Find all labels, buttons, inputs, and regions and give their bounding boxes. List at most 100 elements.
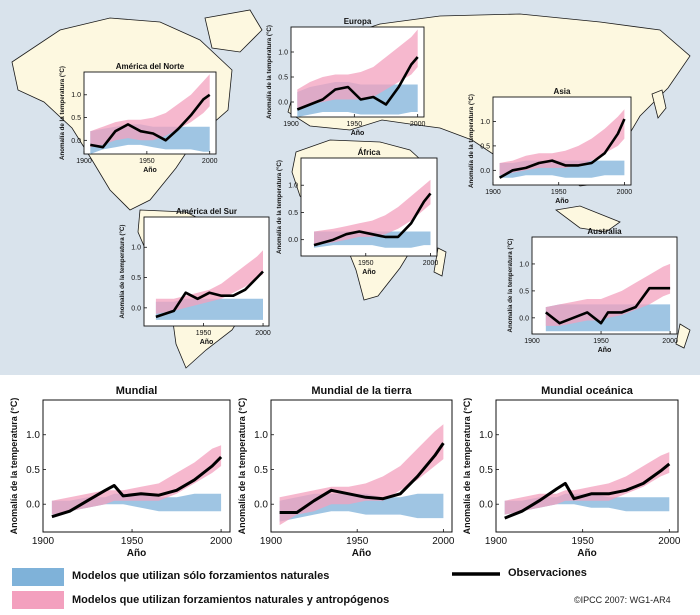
y-tick-label: 0.0: [479, 500, 493, 511]
x-tick-label: 2000: [432, 536, 455, 547]
y-tick-label: 1.0: [131, 245, 141, 252]
observations-line-mundial-oceanica: [504, 462, 671, 520]
chart-title: Mundial de la tierra: [311, 385, 412, 397]
x-axis-label: Año: [352, 548, 371, 559]
y-tick-label: 0.5: [480, 143, 490, 150]
x-tick-label: 1950: [196, 330, 212, 337]
x-axis-label: Año: [143, 167, 157, 174]
band-anthro-mundial-de-la-tierra: [279, 424, 444, 526]
observations-line-america-del-sur: [155, 270, 264, 319]
chart-mundial: 1900 1950 2000 0.0 0.5 1.0 Año Anomalía de la t…: [9, 385, 233, 559]
chart-title: Mundial oceánica: [541, 385, 634, 397]
y-tick-label: 1.0: [480, 119, 490, 126]
legend-label-anthro: Modelos que utilizan forzamientos natura…: [72, 594, 390, 606]
y-axis-label: Anomalía de la temperatura (°C): [468, 94, 475, 188]
y-axis-label: Anomalía de la temperatura (°C): [9, 398, 19, 535]
y-tick-label: 0.0: [71, 138, 81, 145]
ipcc-credit: ©IPCC 2007: WG1-AR4: [574, 595, 671, 605]
y-tick-label: 0.5: [26, 465, 40, 476]
x-axis-label: Año: [577, 548, 596, 559]
x-axis-label: Año: [200, 339, 214, 346]
y-tick-label: 0.5: [131, 275, 141, 282]
y-tick-label: 0.0: [131, 305, 141, 312]
band-anthro-mundial-oceanica: [504, 452, 670, 515]
observations-line-asia: [498, 118, 626, 179]
x-axis-label: Año: [555, 198, 569, 205]
x-tick-label: 1950: [121, 536, 144, 547]
observations-line-mundial-de-la-tierra: [279, 442, 445, 514]
observations-line-africa: [313, 192, 432, 247]
observations-line-australia: [544, 286, 671, 325]
map-greenland: [204, 9, 263, 53]
x-tick-label: 1950: [551, 189, 567, 196]
chart-america-del-norte: 1900 1950 2000 0.0 0.5 1.0 Año Anomalía de la t…: [59, 62, 218, 174]
x-tick-label: 1900: [260, 536, 283, 547]
y-tick-label: 0.0: [26, 500, 40, 511]
x-tick-label: 2000: [255, 330, 271, 337]
observations-line-europa: [296, 56, 419, 111]
chart-title: América del Norte: [116, 62, 185, 71]
x-tick-label: 2000: [662, 338, 678, 345]
y-tick-label: 0.0: [254, 500, 268, 511]
chart-mundial-oceanica: 1900 1950 2000 0.0 0.5 1.0 Año Anomalía de la t…: [462, 385, 681, 559]
y-axis-label: Anomalía de la temperatura (°C): [507, 239, 514, 333]
chart-mundial-de-la-tierra: 1900 1950 2000 0.0 0.5 1.0 Año Anomalía de la t…: [237, 385, 455, 559]
band-anthro-africa: [314, 179, 431, 246]
x-tick-label: 1950: [347, 121, 363, 128]
y-tick-label: 0.5: [254, 465, 268, 476]
x-tick-label: 1900: [32, 536, 55, 547]
y-tick-label: 0.5: [288, 210, 298, 217]
y-axis-label: Anomalía de la temperatura (°C): [266, 25, 273, 119]
chart-title: África: [358, 148, 381, 157]
y-tick-label: 1.0: [26, 430, 40, 441]
chart-europa: 1900 1950 2000 0.0 0.5 1.0 Año Anomalía de la t…: [266, 17, 426, 137]
y-tick-label: 0.5: [479, 465, 493, 476]
x-tick-label: 2000: [210, 536, 233, 547]
y-axis-label: Anomalía de la temperatura (°C): [276, 160, 283, 254]
legend-swatch-natural: [12, 568, 64, 586]
chart-title: América del Sur: [176, 207, 237, 216]
chart-title: Asia: [554, 87, 571, 96]
y-tick-label: 0.5: [519, 288, 529, 295]
y-axis-label: Anomalía de la temperatura (°C): [462, 398, 472, 535]
y-tick-label: 0.5: [71, 115, 81, 122]
x-tick-label: 1950: [572, 536, 595, 547]
chart-title: Mundial: [116, 385, 158, 397]
x-axis-label: Año: [351, 130, 365, 137]
x-tick-label: 2000: [658, 536, 681, 547]
x-tick-label: 1900: [485, 536, 508, 547]
map-new-zealand: [675, 323, 691, 349]
x-tick-label: 1900: [524, 338, 540, 345]
chart-asia: 1900 1950 2000 0.0 0.5 1.0 Año Anomalía de la t…: [468, 87, 632, 205]
y-axis-label: Anomalía de la temperatura (°C): [237, 398, 247, 535]
x-tick-label: 2000: [617, 189, 633, 196]
x-tick-label: 1950: [593, 338, 609, 345]
y-tick-label: 0.0: [480, 168, 490, 175]
x-tick-label: 1900: [283, 121, 299, 128]
y-tick-label: 1.0: [519, 261, 529, 268]
x-tick-label: 2000: [202, 158, 218, 165]
band-anthro-asia: [499, 109, 625, 176]
y-tick-label: 1.0: [254, 430, 268, 441]
x-tick-label: 2000: [423, 260, 439, 267]
chart-title: Australia: [587, 227, 622, 236]
x-axis-label: Año: [362, 269, 376, 276]
chart-australia: 1900 1950 2000 0.0 0.5 1.0 Año Anomalía de la t…: [507, 227, 678, 354]
y-tick-label: 0.5: [278, 74, 288, 81]
legend-swatch-anthro: [12, 591, 64, 609]
x-tick-label: 2000: [410, 121, 426, 128]
chart-title: Europa: [344, 17, 372, 26]
chart-america-del-sur: 1950 2000 0.0 0.5 1.0 Año Anomalía de la tempe…: [119, 207, 271, 346]
y-tick-label: 1.0: [278, 49, 288, 56]
x-tick-label: 1900: [485, 189, 501, 196]
chart-africa: 1950 2000 0.0 0.5 1.0 Año Anomalía de la tempe…: [276, 148, 438, 276]
band-anthro-europa: [297, 29, 418, 110]
y-tick-label: 1.0: [71, 92, 81, 99]
y-tick-label: 0.0: [519, 315, 529, 322]
map-indonesia: [555, 205, 621, 233]
legend-marks: [12, 568, 500, 609]
x-tick-label: 1950: [358, 260, 374, 267]
charts-layer: 1900 1950 2000 0.0 0.5 1.0 Año Anomalía de la t…: [9, 17, 681, 559]
